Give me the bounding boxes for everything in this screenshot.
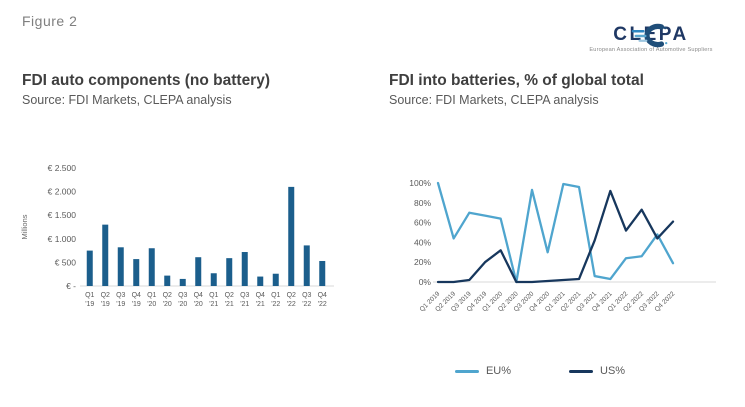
right-chart-title: FDI into batteries, % of global total: [389, 72, 644, 89]
us-line-swatch-icon: [569, 369, 593, 373]
bar-xtick: Q3: [302, 292, 311, 299]
bar-Q2-'19: [102, 224, 109, 286]
clepa-logo-row: CLEPA: [587, 23, 715, 47]
line-ytick: 100%: [409, 178, 431, 188]
bar-xtick: Q1: [271, 292, 280, 299]
bar-xtick: Q4: [256, 292, 265, 299]
bar-xtick: Q1: [147, 292, 156, 299]
bar-Q1-'19: [86, 250, 93, 286]
bar-Q3-'19: [117, 247, 124, 286]
bar-ytick: € 1.000: [48, 234, 77, 244]
bar-Q2-'22: [288, 186, 295, 286]
bar-xtick-year: '21: [209, 301, 218, 308]
bar-xtick-year: '22: [318, 301, 327, 308]
bar-Q3-'21: [241, 252, 248, 286]
bar-Q1-'22: [272, 273, 279, 286]
bar-xtick: Q2: [225, 292, 234, 299]
figure-label: Figure 2: [22, 13, 78, 29]
clepa-tagline: European Association of Automotive Suppl…: [589, 47, 713, 53]
bar-xtick: Q1: [85, 292, 94, 299]
series-line-EU: [436, 181, 675, 284]
line-ytick: 20%: [414, 257, 431, 267]
bar-Q4-'21: [257, 276, 264, 286]
legend-item-eu: EU%: [454, 365, 511, 377]
bar-ytick: € 2.000: [48, 187, 77, 197]
line-ytick: 0%: [419, 277, 432, 287]
bar-Q1-'21: [210, 273, 217, 286]
bar-xtick-year: '19: [85, 301, 94, 308]
bar-xtick-year: '19: [132, 301, 141, 308]
bar-Q3-'20: [179, 278, 186, 286]
bar-xtick-year: '19: [101, 301, 110, 308]
bar-Q4-'22: [319, 260, 326, 286]
bar-xtick-year: '20: [194, 301, 203, 308]
right-chart-header: FDI into batteries, % of global total So…: [389, 72, 729, 107]
line-chart-legend: EU% US%: [385, 365, 695, 377]
bar-xtick-year: '21: [256, 301, 265, 308]
bar-ytick: € 1.500: [48, 210, 77, 220]
bar-Q2-'20: [164, 275, 171, 286]
legend-label-eu: EU%: [485, 365, 511, 377]
clepa-wordmark: CLEPA: [613, 24, 689, 45]
bar-xtick: Q2: [101, 292, 110, 299]
eu-line-swatch-icon: [454, 369, 479, 373]
bar-ytick: € 2.500: [48, 163, 77, 173]
bar-xtick-year: '19: [116, 301, 125, 308]
bar-xtick-year: '20: [178, 301, 187, 308]
bar-ytick: € -: [66, 281, 76, 291]
bar-xtick: Q3: [116, 292, 125, 299]
legend-item-us: US%: [569, 365, 625, 377]
bar-xtick: Q3: [240, 292, 249, 299]
line-ytick: 60%: [414, 218, 431, 228]
line-ytick: 40%: [414, 237, 431, 247]
legend-label-us: US%: [600, 365, 626, 377]
bar-xtick: Q3: [178, 292, 187, 299]
bar-xtick-year: '21: [240, 301, 249, 308]
bar-Q3-'22: [303, 245, 310, 286]
bar-ytick: € 500: [55, 257, 77, 267]
bar-xtick-year: '20: [163, 301, 172, 308]
series-line-US: [436, 189, 675, 284]
line-ytick: 80%: [414, 198, 431, 208]
bar-xtick-year: '22: [302, 301, 311, 308]
left-chart-header: FDI auto components (no battery) Source:…: [22, 72, 362, 107]
right-chart-source: Source: FDI Markets, CLEPA analysis: [389, 92, 599, 107]
bar-xtick: Q2: [163, 292, 172, 299]
bar-xtick: Q4: [194, 292, 203, 299]
bar-Q4-'19: [133, 259, 140, 286]
bar-Q2-'21: [226, 258, 233, 286]
clepa-logo: CLEPA European Association of Automotive…: [587, 23, 715, 53]
bar-xtick: Q4: [132, 292, 141, 299]
bar-xtick-year: '20: [147, 301, 156, 308]
bar-xtick: Q4: [318, 292, 327, 299]
bar-Q4-'20: [195, 257, 202, 286]
bar-y-axis-label: Millions: [20, 214, 29, 239]
bar-chart-svg: € - € 500 € 1.000 € 1.500 € 2.000 € 2.500 Q1 '1…: [20, 163, 334, 308]
bar-xtick-year: '21: [225, 301, 234, 308]
clepa-swirl-icon: [631, 23, 668, 47]
bar-Q1-'20: [148, 248, 155, 286]
bar-xtick-year: '22: [271, 301, 280, 308]
bar-xtick: Q2: [287, 292, 296, 299]
left-chart-source: Source: FDI Markets, CLEPA analysis: [22, 92, 232, 107]
left-chart-title: FDI auto components (no battery): [22, 72, 270, 89]
bar-xtick-year: '22: [287, 301, 296, 308]
bar-xtick: Q1: [209, 292, 218, 299]
